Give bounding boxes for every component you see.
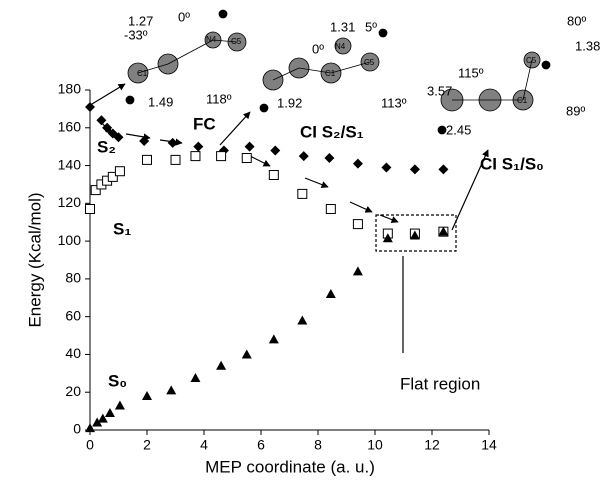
y-tick-label: 180 (58, 81, 82, 97)
annotation: 1.38 (575, 38, 600, 53)
point (299, 151, 309, 161)
x-tick-label: 14 (481, 437, 497, 453)
point (168, 138, 178, 148)
point (217, 152, 226, 161)
point (171, 155, 180, 164)
point (353, 159, 363, 169)
point (193, 142, 203, 152)
point (270, 145, 280, 155)
x-tick-label: 10 (367, 437, 383, 453)
point (242, 349, 252, 358)
series-label: S₁ (113, 219, 131, 238)
point (326, 289, 336, 298)
annotation: -33º (124, 27, 148, 42)
x-axis-title: MEP coordinate (a. u.) (205, 457, 375, 476)
point (298, 189, 307, 198)
point (115, 167, 124, 176)
x-tick-label: 0 (86, 437, 94, 453)
y-tick-label: 160 (58, 118, 82, 134)
annotation: 5º (365, 19, 377, 34)
annotation: 0º (178, 9, 190, 24)
point (326, 205, 335, 214)
x-tick-label: 12 (424, 437, 440, 453)
point (297, 315, 307, 324)
chart: MEP coordinate (a. u.) Energy (Kcal/mol)… (0, 0, 605, 483)
annotation: 2.45 (446, 122, 471, 137)
annotation: 118º (206, 91, 232, 106)
point (245, 142, 255, 152)
point (143, 155, 152, 164)
y-tick-label: 100 (58, 232, 82, 248)
annotation: FC (193, 114, 216, 133)
point (142, 391, 152, 400)
x-tick-label: 6 (257, 437, 265, 453)
annotation: 1.92 (277, 95, 302, 110)
annotation: C1 (517, 96, 528, 105)
annotation: 115º (458, 65, 484, 80)
annotation: 89º (566, 103, 585, 118)
point (242, 154, 251, 163)
y-tick-label: 140 (58, 156, 82, 172)
y-axis-title: Energy (Kcal/mol) (25, 192, 44, 327)
point (381, 162, 391, 172)
series-label: S₀ (108, 371, 127, 390)
point (86, 205, 95, 214)
y-tick-label: 80 (65, 270, 81, 286)
annotation: 1.27 (128, 13, 153, 28)
annotation: 1.31 (330, 19, 355, 34)
y-tick-label: 0 (73, 421, 81, 437)
point (115, 400, 125, 409)
annotation: N4 (206, 35, 217, 44)
point (438, 164, 448, 174)
y-tick-label: 40 (65, 345, 81, 361)
point (96, 115, 106, 125)
annotation: 3.57 (427, 83, 452, 98)
annotation: 1.49 (148, 94, 173, 109)
x-tick-label: 4 (200, 437, 208, 453)
point (166, 385, 176, 394)
point (105, 408, 115, 417)
x-tick-label: 8 (314, 437, 322, 453)
annotation: C5 (526, 56, 537, 65)
annotation: 0º (312, 41, 324, 56)
annotation: CI S₁/S₀ (480, 154, 544, 173)
y-tick-label: 120 (58, 194, 82, 210)
annotation: CI S₂/S₁ (300, 122, 364, 141)
annotation: C5 (231, 37, 242, 46)
point (216, 361, 226, 370)
annotation: C1 (137, 69, 148, 78)
annotation: Flat region (400, 374, 480, 393)
point (269, 334, 279, 343)
point (353, 266, 363, 275)
point (324, 153, 334, 163)
point (410, 164, 420, 174)
y-tick-label: 60 (65, 307, 81, 323)
point (353, 220, 362, 229)
annotation: C1 (325, 69, 336, 78)
point (269, 171, 278, 180)
annotation: 80º (567, 13, 586, 28)
series-label: S₂ (97, 137, 116, 156)
y-tick-label: 20 (65, 383, 81, 399)
annotation: 113º (381, 95, 407, 110)
arrows (92, 84, 488, 353)
annotation: N4 (335, 42, 346, 51)
annotation: C5 (364, 58, 375, 67)
x-tick-label: 2 (143, 437, 151, 453)
point (191, 152, 200, 161)
point (190, 373, 200, 382)
